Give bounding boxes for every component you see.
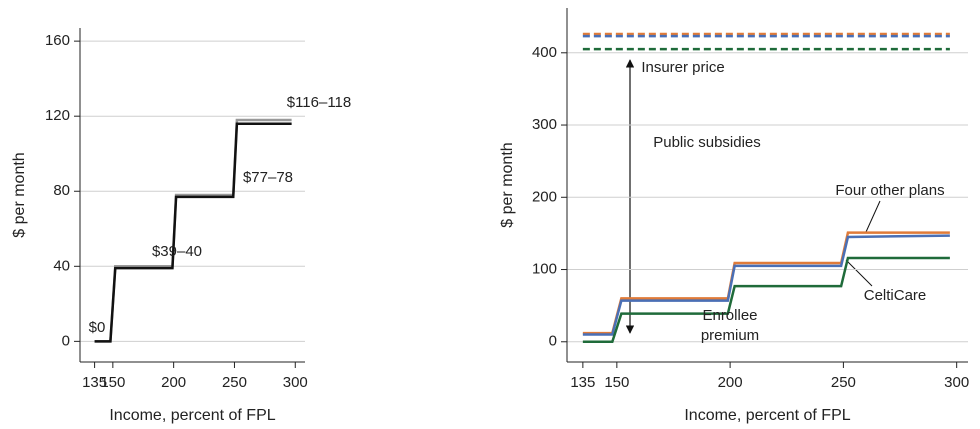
leader-line [865,200,881,233]
y-tick-label: 300 [532,116,557,133]
x-tick-label: 200 [161,374,186,391]
series-line [94,122,292,343]
y-tick-label: 400 [532,44,557,61]
annotation: Enrollee [702,307,757,324]
annotation: Four other plans [835,182,944,199]
annotation: $39–40 [152,243,202,260]
leader-line [845,259,873,287]
y-tick-label: 160 [45,32,70,49]
x-tick-label: 135 [570,374,595,391]
x-tick-label: 250 [831,374,856,391]
x-tick-label: 300 [944,374,969,391]
series-line [94,118,292,343]
annotation: premium [701,327,759,344]
series-line [582,234,950,336]
y-axis-label: $ per month [11,152,28,237]
x-tick-label: 150 [604,374,629,391]
annotation: CeltiCare [864,287,927,304]
x-axis-label: Income, percent of FPL [109,407,275,424]
x-tick-label: 250 [222,374,247,391]
y-axis-label: $ per month [499,142,516,227]
x-tick-label: 150 [100,374,125,391]
x-axis-label: Income, percent of FPL [684,407,850,424]
y-tick-label: 40 [53,257,70,274]
annotation: Public subsidies [653,134,761,151]
x-tick-label: 135 [82,374,107,391]
y-tick-label: 0 [62,332,70,349]
series-line [582,231,950,335]
y-tick-label: 100 [532,260,557,277]
x-tick-label: 300 [283,374,308,391]
y-tick-label: 200 [532,188,557,205]
y-tick-label: 120 [45,107,70,124]
annotation: $0 [89,319,106,336]
annotation: Insurer price [641,59,724,76]
y-tick-label: 0 [549,333,557,350]
series-line [582,256,950,344]
y-tick-label: 80 [53,182,70,199]
annotation: $77–78 [243,169,293,186]
annotation: $116–118 [287,94,352,111]
x-tick-label: 200 [718,374,743,391]
